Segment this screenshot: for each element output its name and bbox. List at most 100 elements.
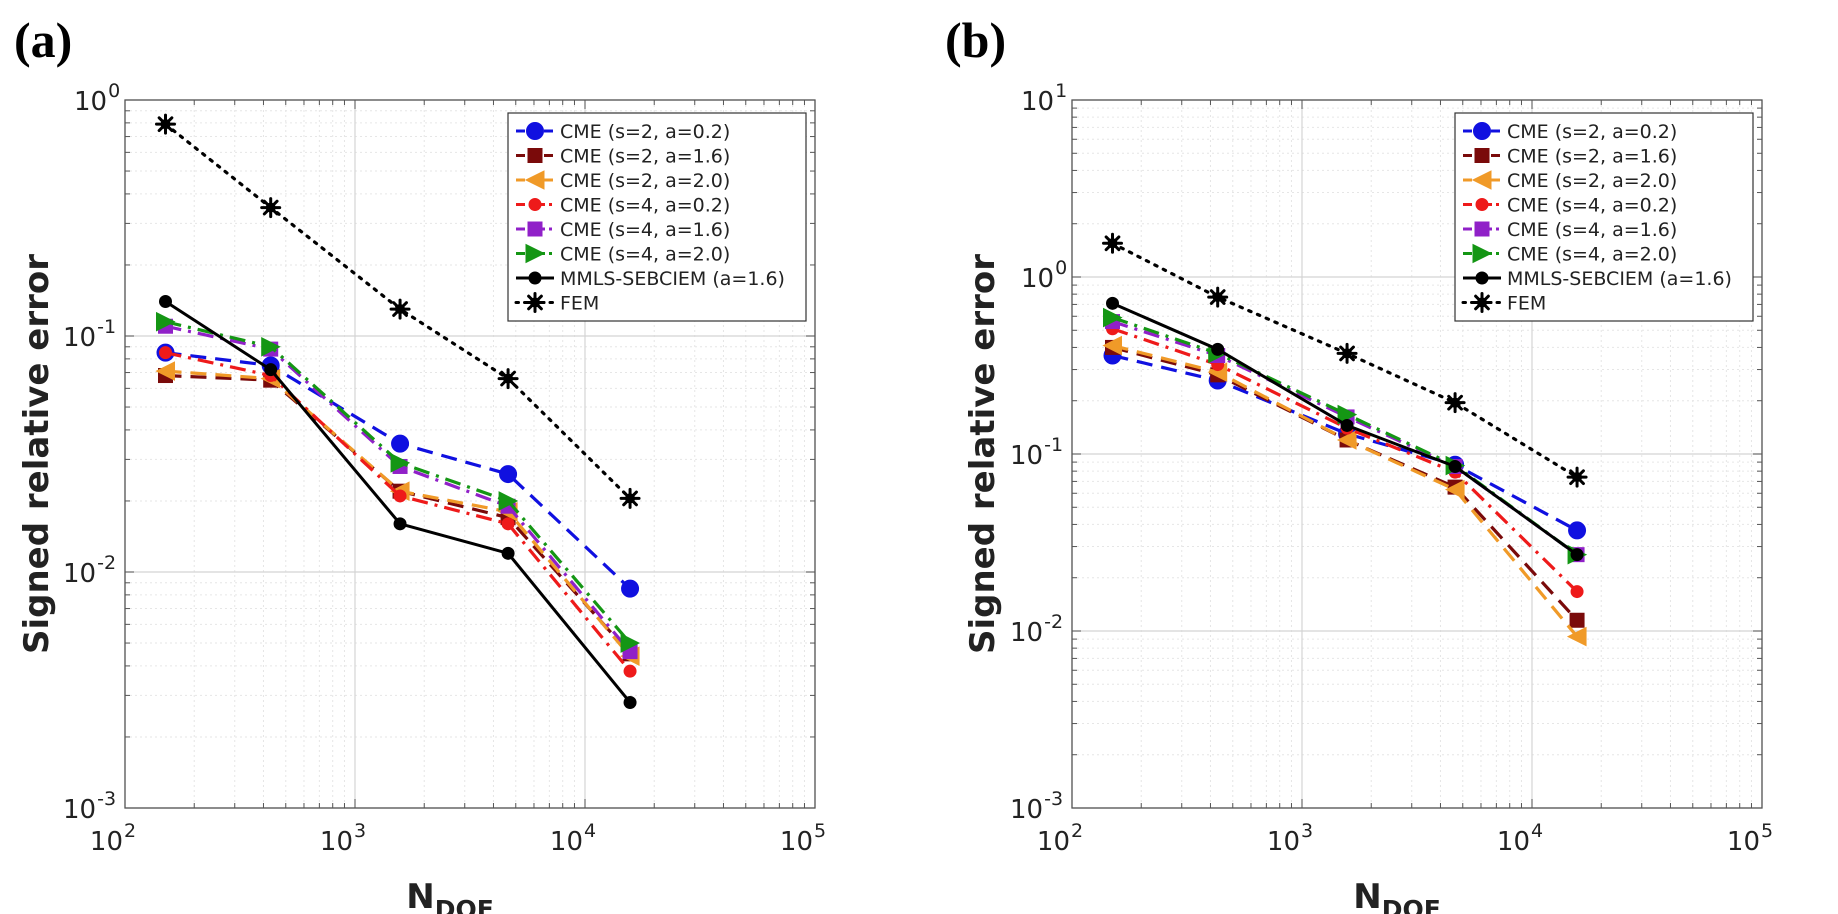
legend-label: CME (s=2, a=1.6)	[1507, 146, 1677, 168]
data-point	[501, 517, 515, 531]
y-tick-label: 10-3	[63, 788, 116, 825]
data-point	[1336, 430, 1357, 450]
y-tick-exponent: -3	[1044, 788, 1063, 810]
x-axis-label: NDOF	[1353, 877, 1441, 914]
panel-label: (a)	[14, 12, 72, 68]
data-point	[156, 311, 176, 332]
series-line	[163, 122, 632, 501]
legend-marker	[1475, 271, 1489, 285]
data-point	[390, 453, 411, 473]
legend-entry: CME (s=2, a=0.2)	[516, 121, 730, 143]
legend-label: CME (s=2, a=0.2)	[1507, 121, 1677, 143]
data-point	[159, 346, 173, 360]
x-tick-label: 105	[1727, 820, 1773, 857]
y-tick-label: 10-1	[63, 316, 116, 353]
panel-label: (b)	[945, 12, 1006, 68]
chart-panel-a: 102 103 104 105 10-3 10-2 10-1 100 NDOF Signed re…	[14, 12, 826, 914]
legend-entry: MMLS-SEBCIEM (a=1.6)	[1463, 268, 1732, 290]
x-tick-exponent: 3	[354, 820, 366, 842]
data-point	[620, 633, 641, 653]
y-tick-exponent: -2	[1044, 611, 1063, 633]
series-line	[1112, 353, 1578, 532]
data-point	[1569, 612, 1585, 628]
legend-label: CME (s=2, a=2.0)	[560, 170, 730, 192]
legend-label: MMLS-SEBCIEM (a=1.6)	[560, 268, 785, 290]
data-point	[155, 361, 176, 381]
legend-entry: CME (s=2, a=1.6)	[516, 146, 730, 168]
x-tick-exponent: 4	[584, 820, 596, 842]
x-tick-label: 104	[550, 820, 596, 857]
legend-label: FEM	[1507, 293, 1546, 315]
x-tick-label: 105	[780, 820, 826, 857]
legend-entry: CME (s=4, a=2.0)	[516, 244, 730, 266]
legend-label: MMLS-SEBCIEM (a=1.6)	[1507, 268, 1732, 290]
data-point	[621, 579, 640, 598]
x-tick-exponent: 5	[1761, 820, 1773, 842]
axis-ticks	[1071, 100, 1762, 809]
data-point	[1566, 626, 1587, 647]
grid	[125, 100, 815, 808]
legend-entry: CME (s=4, a=1.6)	[1463, 219, 1677, 241]
data-point	[1102, 335, 1123, 356]
y-tick-exponent: 0	[108, 80, 120, 102]
data-point	[1448, 459, 1462, 473]
y-tick-label: 100	[74, 80, 120, 117]
x-tick-label: 102	[90, 820, 136, 857]
series-line	[165, 351, 632, 673]
legend-box	[507, 112, 807, 322]
legend-entry: CME (s=4, a=2.0)	[1463, 244, 1677, 266]
data-point	[391, 434, 410, 453]
legend-label: CME (s=2, a=2.0)	[1507, 170, 1677, 192]
legend-entry: FEM	[1461, 292, 1546, 315]
data-point	[498, 491, 519, 511]
y-tick-exponent: -3	[97, 788, 116, 810]
legend-marker	[526, 122, 544, 140]
data-point	[501, 546, 515, 560]
axes-box	[124, 99, 816, 809]
x-axis-label: NDOF	[406, 877, 494, 914]
legend-marker	[1474, 221, 1490, 237]
data-point	[619, 487, 641, 509]
data-point	[1106, 296, 1120, 310]
legend-entry: CME (s=4, a=0.2)	[516, 195, 730, 217]
y-tick-exponent: -1	[97, 316, 116, 338]
legend: CME (s=2, a=0.2) CME (s=2, a=1.6)CME (s=2…	[1454, 112, 1754, 322]
data-point	[1103, 307, 1123, 328]
y-tick-label: 10-2	[1010, 611, 1063, 648]
legend-label: CME (s=4, a=1.6)	[1507, 219, 1677, 241]
chart-panel-b: 102 103 104 10510-310-210-1100101NDOFSigned…	[945, 12, 1773, 914]
data-point	[1570, 585, 1584, 599]
data-point	[1211, 342, 1225, 356]
data-point	[623, 664, 637, 678]
legend-entry: CME (s=2, a=0.2)	[1463, 121, 1677, 143]
legend-label: CME (s=4, a=0.2)	[560, 195, 730, 217]
series-line	[165, 324, 632, 653]
legend-label: CME (s=4, a=2.0)	[560, 244, 730, 266]
legend-label: CME (s=2, a=1.6)	[560, 146, 730, 168]
legend-marker	[1475, 198, 1489, 211]
y-tick-exponent: -1	[1044, 434, 1063, 456]
y-tick-exponent: -2	[97, 552, 116, 574]
legend-marker	[1471, 292, 1493, 313]
legend-marker	[528, 271, 542, 285]
legend-marker	[527, 148, 543, 163]
legend-entry: CME (s=4, a=0.2)	[1463, 195, 1677, 217]
data-point	[1336, 342, 1358, 364]
data-point	[1207, 286, 1229, 308]
data-point	[393, 517, 407, 531]
data-point	[1566, 466, 1588, 488]
x-axis-label-subscript: DOF	[435, 895, 494, 914]
data-point	[264, 363, 278, 377]
x-axis-label-subscript: DOF	[1382, 895, 1441, 914]
y-tick-label: 101	[1021, 80, 1067, 117]
x-tick-exponent: 2	[124, 820, 136, 842]
x-tick-label: 103	[320, 820, 366, 857]
legend-box	[1454, 112, 1754, 322]
data-point	[1570, 548, 1584, 562]
legend-entry: CME (s=2, a=2.0)	[516, 170, 730, 192]
legend-marker	[1471, 170, 1492, 190]
x-tick-exponent: 4	[1531, 820, 1543, 842]
legend-marker	[525, 243, 546, 264]
y-tick-exponent: 1	[1055, 80, 1067, 102]
